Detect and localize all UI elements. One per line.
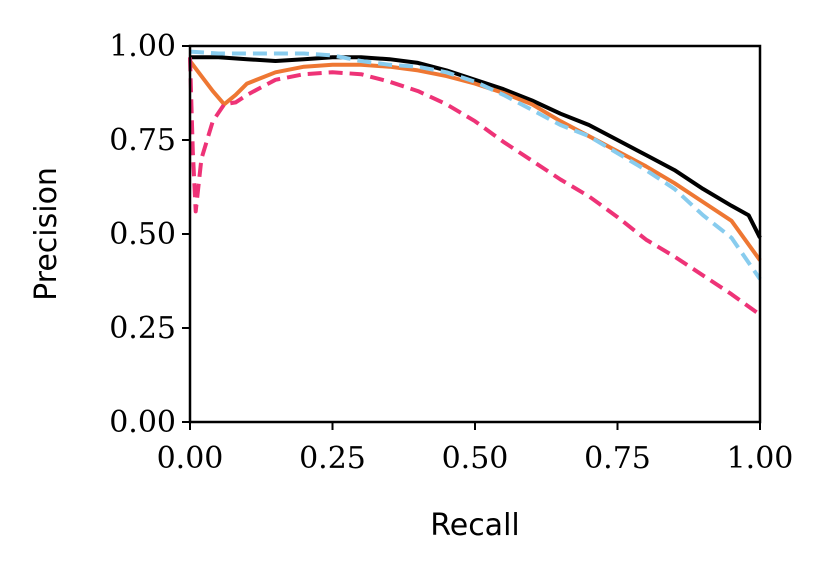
series-line-4	[188, 57, 762, 317]
x-axis-title: Recall	[430, 508, 520, 543]
y-tick-label: 0.00	[109, 405, 176, 440]
ticks-layer: 0.00 0.25 0.50 0.75 1.00 0.00 0.25 0.50 0.75 1.00	[109, 29, 793, 476]
y-tick-label: 0.25	[109, 311, 176, 346]
y-axis-title: Precision	[29, 167, 64, 301]
series-line-1	[190, 55, 762, 239]
series-layer	[188, 49, 762, 317]
y-tick-label: 0.75	[109, 123, 176, 158]
x-tick-label: 0.50	[442, 441, 509, 476]
series-line-2	[188, 59, 762, 262]
y-tick-label: 1.00	[109, 29, 176, 64]
series-line-3	[189, 49, 762, 281]
x-tick-label: 0.00	[157, 441, 224, 476]
x-tick-label: 0.25	[299, 441, 366, 476]
x-tick-label: 1.00	[727, 441, 794, 476]
x-tick-label: 0.75	[584, 441, 651, 476]
y-tick-label: 0.50	[109, 217, 176, 252]
plot-frame	[188, 44, 762, 424]
